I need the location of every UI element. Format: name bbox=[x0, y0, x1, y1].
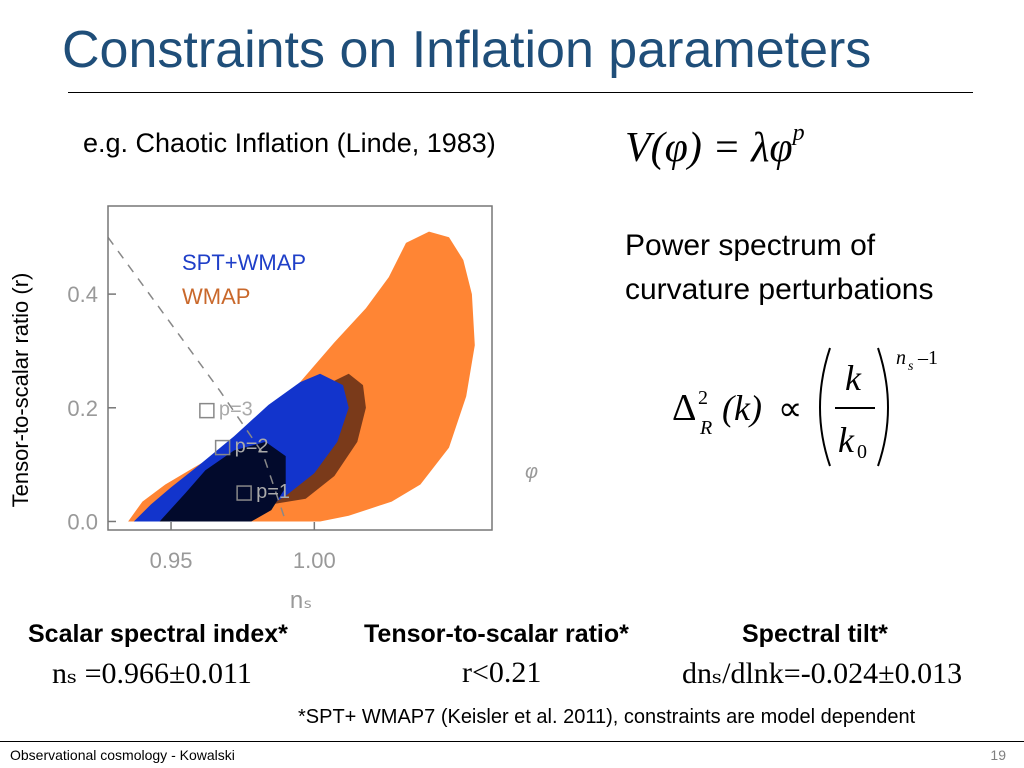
footer-rule bbox=[0, 741, 1024, 742]
potential-formula: V(φ) = λφp bbox=[625, 120, 805, 172]
ps-delta-sup: 2 bbox=[698, 387, 708, 409]
model-marker-3 bbox=[236, 485, 252, 501]
stat-value-scalar-index: nₛ =0.966±0.011 bbox=[52, 657, 252, 690]
stat-value-spectral-tilt: dnₛ/dlnk=-0.024±0.013 bbox=[682, 657, 963, 690]
slide-title: Constraints on Inflation parameters bbox=[62, 21, 872, 79]
contour-region-3 bbox=[159, 441, 286, 522]
y-tick-label-1: 0.2 bbox=[67, 396, 98, 421]
ps-left-paren bbox=[819, 347, 831, 467]
ps-delta: Δ bbox=[672, 387, 696, 429]
legend-spt-wmap: SPT+WMAP bbox=[182, 250, 306, 275]
ps-right-paren bbox=[877, 347, 889, 467]
y-axis-ticks: 0.0 0.2 0.4 bbox=[67, 282, 116, 534]
model-marker-label-3: p=1 bbox=[256, 481, 290, 503]
x-axis-ticks: 0.95 1.00 bbox=[150, 522, 336, 573]
contour-region-0 bbox=[128, 231, 475, 522]
y-tick-label-2: 0.4 bbox=[67, 282, 98, 307]
power-spectrum-formula: Δ 2 R (k) ∝ k k 0 n s –1 bbox=[672, 347, 938, 467]
chaotic-inflation-subtitle: e.g. Chaotic Inflation (Linde, 1983) bbox=[83, 128, 496, 158]
y-axis-label: Tensor-to-scalar ratio (r) bbox=[8, 273, 33, 508]
dashed-model-line bbox=[107, 236, 287, 522]
ps-denominator: k bbox=[838, 420, 855, 460]
stat-label-scalar-index: Scalar spectral index* bbox=[28, 620, 288, 648]
ps-denominator-sub: 0 bbox=[857, 441, 867, 463]
y-tick-label-0: 0.0 bbox=[67, 509, 98, 534]
footer-course-label: Observational cosmology - Kowalski bbox=[10, 747, 235, 763]
power-spectrum-title: Power spectrum of curvature perturbation… bbox=[625, 229, 934, 306]
title-underline bbox=[68, 92, 973, 93]
contour-chart: p=3 p=2 p=1 0.0 0.2 0.4 0.95 1.00 SPT+WMAP WM… bbox=[8, 205, 538, 614]
model-marker-1 bbox=[199, 402, 215, 419]
plot-frame bbox=[107, 205, 493, 531]
ps-arg: (k) bbox=[722, 388, 762, 428]
ps-delta-sub: R bbox=[699, 417, 712, 439]
x-tick-label-1: 1.00 bbox=[293, 548, 336, 573]
ps-exponent-tail: –1 bbox=[917, 347, 938, 369]
footnote: *SPT+ WMAP7 (Keisler et al. 2011), const… bbox=[298, 706, 916, 728]
x-tick-label-0: 0.95 bbox=[150, 548, 193, 573]
stat-label-tensor-ratio: Tensor-to-scalar ratio* bbox=[364, 620, 629, 648]
contour-region-2 bbox=[133, 373, 349, 522]
model-marker-label-2: p=2 bbox=[235, 436, 269, 458]
contour-regions bbox=[128, 231, 475, 522]
ps-exponent-sub: s bbox=[908, 359, 914, 374]
page-number: 19 bbox=[990, 747, 1006, 763]
x-axis-label: nₛ bbox=[290, 587, 312, 614]
ps-prop: ∝ bbox=[778, 391, 802, 428]
model-marker-2 bbox=[214, 439, 231, 456]
model-markers: p=3 p=2 p=1 bbox=[199, 399, 290, 503]
stat-label-spectral-tilt: Spectral tilt* bbox=[742, 620, 888, 648]
stat-value-tensor-ratio: r<0.21 bbox=[462, 656, 542, 689]
legend-wmap: WMAP bbox=[182, 284, 250, 309]
potential-formula-exponent: p bbox=[792, 120, 805, 146]
ps-numerator: k bbox=[845, 358, 862, 398]
ps-exponent: n bbox=[896, 347, 906, 369]
model-marker-label-1: p=3 bbox=[219, 399, 253, 421]
phi-label: φ bbox=[525, 461, 538, 483]
potential-formula-lhs: V(φ) = λφ bbox=[625, 125, 793, 171]
